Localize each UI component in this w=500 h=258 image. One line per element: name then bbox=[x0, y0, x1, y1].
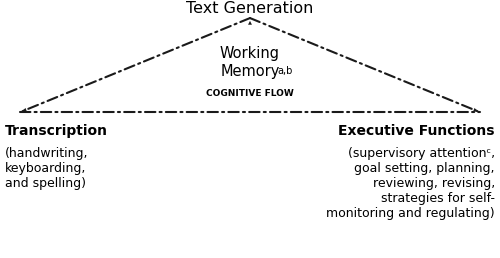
Text: Text Generation: Text Generation bbox=[186, 1, 314, 16]
Text: (handwriting,
keyboarding,
and spelling): (handwriting, keyboarding, and spelling) bbox=[5, 147, 88, 190]
Text: a,b: a,b bbox=[278, 66, 293, 76]
Text: Transcription: Transcription bbox=[5, 124, 108, 138]
Text: (supervisory attentionᶜ,
goal setting, planning,
reviewing, revising,
strategies: (supervisory attentionᶜ, goal setting, p… bbox=[326, 147, 495, 220]
Text: Working
Memory: Working Memory bbox=[220, 46, 280, 79]
Text: Executive Functions: Executive Functions bbox=[338, 124, 495, 138]
Text: COGNITIVE FLOW: COGNITIVE FLOW bbox=[206, 89, 294, 98]
